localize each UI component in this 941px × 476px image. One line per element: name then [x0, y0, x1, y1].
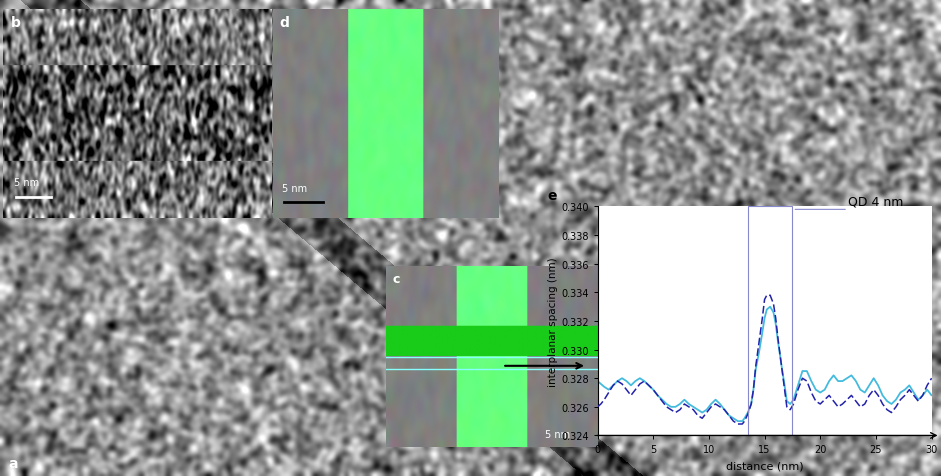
Text: e: e: [548, 188, 557, 202]
Text: a: a: [8, 456, 18, 470]
Y-axis label: interplanar spacing (nm): interplanar spacing (nm): [548, 257, 558, 386]
Text: QD 4 nm: QD 4 nm: [848, 196, 903, 208]
Text: d: d: [279, 16, 290, 30]
Text: 5 nm: 5 nm: [13, 178, 39, 188]
Text: c: c: [392, 272, 400, 285]
Bar: [748, 207, 792, 436]
Text: 5 nm: 5 nm: [282, 184, 307, 194]
Text: 5 nm: 5 nm: [545, 428, 569, 438]
X-axis label: distance (nm): distance (nm): [726, 460, 804, 470]
Text: b: b: [11, 16, 21, 30]
